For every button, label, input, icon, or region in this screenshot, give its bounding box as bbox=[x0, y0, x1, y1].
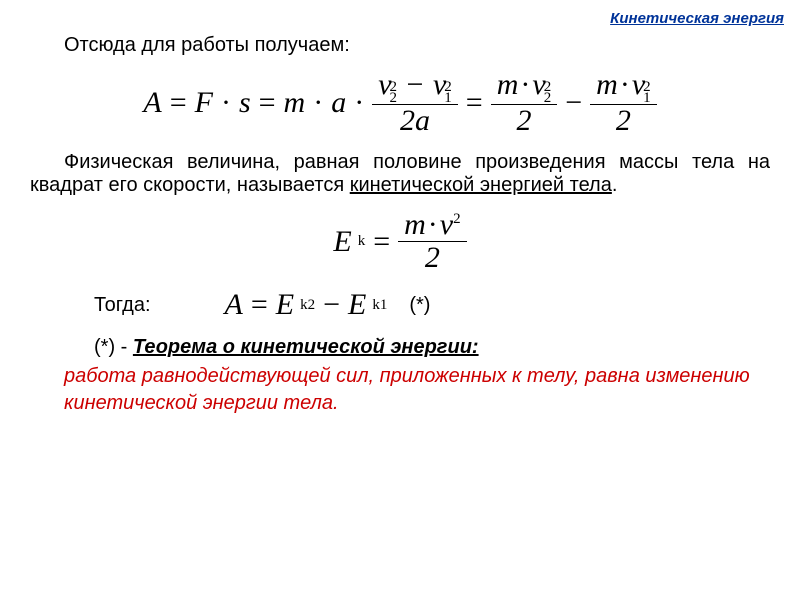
sym-eq: = bbox=[249, 288, 270, 322]
sym-A: A bbox=[225, 288, 243, 322]
sym-F: F bbox=[195, 86, 213, 120]
intro-text: Отсюда для работы получаем: bbox=[30, 34, 770, 57]
sym-dot: · bbox=[352, 86, 366, 120]
slide-content: Отсюда для работы получаем: A = F · s = … bbox=[0, 0, 800, 427]
sym-m: m bbox=[284, 86, 306, 120]
definition-text: Физическая величина, равная половине про… bbox=[30, 151, 770, 197]
sym-a: a bbox=[331, 86, 346, 120]
sym-eq: = bbox=[257, 86, 278, 120]
eq-marker: (*) bbox=[409, 294, 430, 317]
sym-s: s bbox=[239, 86, 251, 120]
frac-mv2: m·v22 2 bbox=[491, 69, 558, 137]
sym-E: E bbox=[348, 288, 366, 322]
equation-work-derivation: A = F · s = m · a · v22 − v21 2a = m·v22 bbox=[30, 69, 770, 137]
sym-minus: − bbox=[321, 288, 342, 322]
theorem-title: Теорема о кинетической энергии: bbox=[133, 336, 479, 358]
equation-work-ek: A = Ek2 − Ek1 bbox=[225, 288, 388, 322]
header-link[interactable]: Кинетическая энергия bbox=[610, 10, 784, 27]
equation-ek-definition: Ek = m·v2 2 bbox=[30, 209, 770, 274]
sym-eq: = bbox=[464, 86, 485, 120]
theorem-marker: (*) - bbox=[94, 336, 133, 358]
sub-k: k bbox=[358, 233, 366, 250]
definition-term: кинетической энергией тела bbox=[350, 174, 612, 196]
frac-v-diff: v22 − v21 2a bbox=[372, 69, 458, 137]
frac-mv1: m·v21 2 bbox=[590, 69, 657, 137]
frac-ek: m·v2 2 bbox=[398, 209, 467, 274]
then-row: Тогда: A = Ek2 − Ek1 (*) bbox=[30, 288, 770, 322]
sym-eq: = bbox=[168, 86, 189, 120]
sym-eq: = bbox=[371, 225, 392, 259]
sub-k1: k1 bbox=[372, 297, 387, 314]
definition-post: . bbox=[612, 174, 618, 196]
sym-dot: · bbox=[311, 86, 325, 120]
sub-k2: k2 bbox=[300, 297, 315, 314]
sym-A: A bbox=[143, 86, 161, 120]
theorem-body: работа равнодействующей сил, приложенных… bbox=[64, 363, 750, 417]
sym-dot: · bbox=[219, 86, 233, 120]
sym-minus: − bbox=[563, 86, 584, 120]
then-label: Тогда: bbox=[94, 294, 151, 317]
sym-E: E bbox=[333, 225, 351, 259]
sym-E: E bbox=[276, 288, 294, 322]
theorem-title-row: (*) - Теорема о кинетической энергии: bbox=[94, 336, 770, 359]
